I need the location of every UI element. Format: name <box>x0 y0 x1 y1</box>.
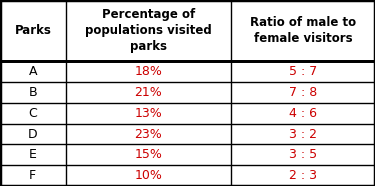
Bar <box>0 165 66 186</box>
Bar <box>66 165 231 186</box>
Text: C: C <box>28 107 37 120</box>
Text: A: A <box>28 65 37 78</box>
Bar <box>66 103 231 124</box>
Text: Parks: Parks <box>14 24 51 37</box>
Bar <box>231 145 375 165</box>
Text: 7 : 8: 7 : 8 <box>289 86 317 99</box>
Bar <box>66 124 231 145</box>
Text: B: B <box>28 86 37 99</box>
Text: Ratio of male to
female visitors: Ratio of male to female visitors <box>250 16 356 45</box>
Bar <box>66 61 231 82</box>
Text: 21%: 21% <box>134 86 162 99</box>
Bar <box>66 82 231 103</box>
Bar <box>231 61 375 82</box>
Text: 13%: 13% <box>134 107 162 120</box>
Bar <box>231 0 375 61</box>
Bar <box>231 82 375 103</box>
Bar <box>0 145 66 165</box>
Bar <box>231 124 375 145</box>
Bar <box>231 103 375 124</box>
Text: 3 : 2: 3 : 2 <box>289 128 317 141</box>
Text: D: D <box>28 128 38 141</box>
Bar <box>66 0 231 61</box>
Text: Percentage of
populations visited
parks: Percentage of populations visited parks <box>85 8 212 53</box>
Text: 5 : 7: 5 : 7 <box>289 65 317 78</box>
Bar <box>66 145 231 165</box>
Text: 4 : 6: 4 : 6 <box>289 107 317 120</box>
Text: 3 : 5: 3 : 5 <box>289 148 317 161</box>
Bar <box>0 0 66 61</box>
Text: 2 : 3: 2 : 3 <box>289 169 317 182</box>
Text: 18%: 18% <box>134 65 162 78</box>
Text: E: E <box>29 148 37 161</box>
Text: 10%: 10% <box>134 169 162 182</box>
Text: 15%: 15% <box>134 148 162 161</box>
Bar <box>0 103 66 124</box>
Bar <box>231 165 375 186</box>
Text: 23%: 23% <box>134 128 162 141</box>
Bar <box>0 82 66 103</box>
Bar <box>0 124 66 145</box>
Text: F: F <box>29 169 36 182</box>
Bar <box>0 61 66 82</box>
